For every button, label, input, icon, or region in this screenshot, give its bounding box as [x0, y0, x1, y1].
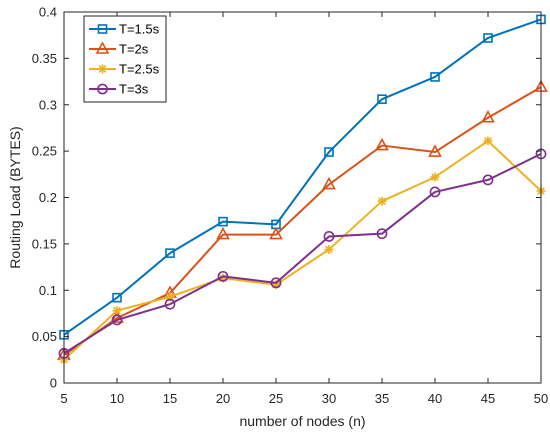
- legend-entry: T=3s: [119, 82, 149, 97]
- tick-labels: 5 10 15 20 25 30 35 40 45 50 0 0.05 0.1 0.15 0.2 0.25 0.…: [32, 5, 549, 407]
- data-point: [377, 94, 387, 104]
- x-tick-label: 15: [163, 391, 177, 406]
- data-point: [482, 174, 494, 186]
- y-tick-label: 0.05: [32, 329, 57, 344]
- data-point: [217, 270, 229, 282]
- series-line: [63, 139, 542, 361]
- axes-layer: [63, 11, 542, 384]
- series-line: [63, 86, 542, 356]
- data-point: [110, 310, 124, 323]
- data-point: [112, 292, 122, 303]
- x-axis-label: number of nodes (n): [239, 413, 365, 429]
- legend-box: [83, 15, 167, 103]
- y-tick-label: 0.2: [39, 190, 57, 205]
- data-point: [322, 176, 336, 190]
- series-layer: [57, 14, 548, 365]
- data-point: [430, 172, 440, 182]
- data-point: [269, 226, 283, 240]
- y-axis-label: Routing Load (BYTES): [7, 126, 23, 268]
- x-tick-label: 40: [428, 391, 442, 406]
- data-point: [165, 292, 175, 302]
- y-tick-label: 0.4: [39, 5, 57, 20]
- data-point: [429, 186, 441, 198]
- legend-marker: [97, 83, 108, 95]
- data-point: [376, 228, 388, 240]
- legend-entry: T=2.5s: [119, 62, 160, 77]
- data-point: [164, 298, 176, 310]
- x-tick-label: 50: [534, 391, 548, 406]
- data-point: [270, 277, 282, 289]
- data-point: [324, 244, 334, 254]
- data-point: [375, 137, 389, 151]
- data-point: [483, 136, 493, 146]
- x-tick-label: 25: [269, 391, 283, 406]
- data-point: [428, 144, 442, 157]
- data-point: [483, 33, 493, 43]
- data-point: [111, 314, 123, 326]
- series-line: [63, 18, 542, 336]
- x-tick-label: 5: [60, 391, 67, 406]
- legend: T=1.5s T=2s T=2.5s T=3s: [83, 15, 167, 103]
- series-line: [63, 153, 542, 355]
- x-tick-label: 35: [375, 391, 389, 406]
- legend-entry: T=2s: [119, 42, 149, 57]
- y-tick-label: 0.3: [39, 97, 57, 112]
- data-point: [218, 216, 228, 227]
- y-tick-label: 0.1: [39, 283, 57, 298]
- data-point: [165, 248, 175, 258]
- series-T=2s: [57, 79, 548, 360]
- data-point: [112, 306, 122, 316]
- x-tick-label: 30: [322, 391, 336, 406]
- data-point: [481, 110, 495, 123]
- data-point: [430, 72, 440, 82]
- data-point: [323, 231, 335, 242]
- x-tick-label: 10: [110, 391, 124, 406]
- y-tick-label: 0.35: [32, 51, 57, 66]
- data-point: [324, 147, 334, 157]
- y-tick-label: 0: [50, 376, 57, 391]
- data-point: [377, 196, 387, 206]
- legend-marker: [95, 41, 110, 54]
- data-point: [218, 273, 228, 283]
- data-point: [271, 280, 281, 290]
- y-tick-label: 0.15: [32, 236, 57, 251]
- y-tick-label: 0.25: [32, 144, 57, 159]
- legend-entry: T=1.5s: [119, 22, 160, 37]
- data-point: [216, 226, 230, 240]
- legend-marker: [98, 64, 107, 74]
- x-tick-label: 45: [481, 391, 495, 406]
- legend-marker: [97, 24, 108, 34]
- x-tick-label: 20: [216, 391, 230, 406]
